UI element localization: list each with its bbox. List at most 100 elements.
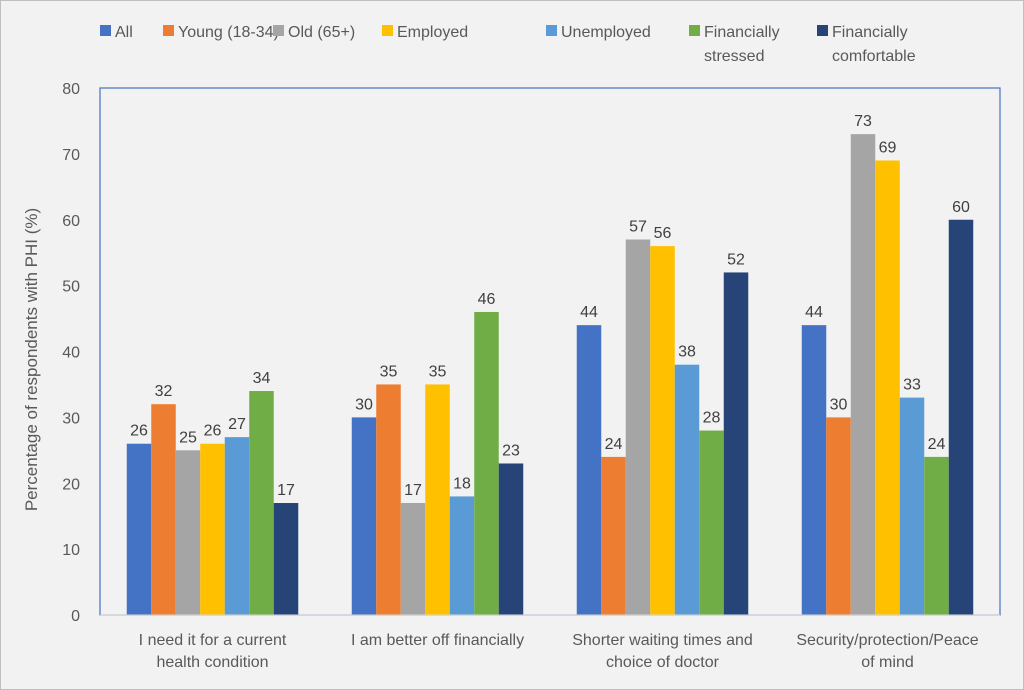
bar: [801, 325, 827, 615]
x-category-label: of mind: [861, 654, 913, 671]
legend-item: Unemployed: [546, 24, 651, 41]
legend-item: Old (65+): [273, 24, 355, 41]
legend-label: Young (18-34): [178, 24, 279, 41]
legend-label: Financially: [704, 24, 780, 41]
x-category-label: I need it for a current: [139, 632, 287, 649]
y-axis-label: Percentage of respondents with PHI (%): [22, 208, 41, 511]
y-tick-label: 10: [62, 542, 80, 559]
legend-swatch: [163, 25, 174, 36]
bar: [875, 160, 900, 615]
bar: [826, 417, 851, 615]
legend-label: comfortable: [832, 48, 916, 65]
data-label: 57: [629, 219, 647, 236]
data-label: 33: [903, 377, 921, 394]
data-label: 23: [502, 442, 520, 459]
data-label: 28: [703, 410, 721, 427]
data-label: 35: [429, 363, 447, 380]
legend-item: Financially stressed: [689, 24, 780, 65]
y-tick-label: 80: [62, 81, 80, 98]
bar: [924, 456, 949, 615]
y-tick-label: 30: [62, 410, 80, 427]
legend-swatch: [273, 25, 284, 36]
data-label: 35: [380, 363, 398, 380]
data-label: 26: [130, 423, 148, 440]
legend-label: Old (65+): [288, 24, 355, 41]
y-tick-label: 0: [71, 608, 80, 625]
data-label: 26: [204, 423, 222, 440]
bar: [249, 391, 274, 615]
data-label: 73: [854, 113, 872, 130]
legend-label: Unemployed: [561, 24, 651, 41]
bar: [376, 384, 401, 615]
bars: [126, 134, 974, 616]
x-category-label: I am better off financially: [351, 632, 524, 649]
legend-swatch: [689, 25, 700, 36]
data-label: 60: [952, 199, 970, 216]
legend-item: Young (18-34): [163, 24, 279, 41]
y-tick-label: 70: [62, 147, 80, 164]
data-label: 24: [928, 436, 946, 453]
bar: [498, 463, 524, 615]
bar: [850, 134, 876, 616]
y-tick-label: 40: [62, 345, 80, 362]
data-label: 17: [277, 482, 295, 499]
data-label: 32: [155, 383, 173, 400]
x-category-label: health condition: [156, 654, 268, 671]
legend-item: Financially comfortable: [817, 24, 916, 65]
bar: [273, 503, 299, 615]
data-label: 34: [253, 370, 271, 387]
data-label: 27: [228, 416, 246, 433]
data-label: 17: [404, 482, 422, 499]
y-tick-label: 20: [62, 476, 80, 493]
data-label: 30: [830, 396, 848, 413]
legend-item: Employed: [382, 24, 468, 41]
y-axis: 0 10 20 30 40 50 60 70 80: [62, 81, 80, 625]
legend-swatch: [382, 25, 393, 36]
legend-swatch: [546, 25, 557, 36]
legend-swatch: [100, 25, 111, 36]
bar: [224, 437, 250, 615]
bar: [425, 384, 450, 615]
data-label: 30: [355, 396, 373, 413]
x-category-label: Shorter waiting times and: [572, 632, 753, 649]
legend-swatch: [817, 25, 828, 36]
data-label: 69: [879, 139, 897, 156]
bar: [351, 417, 377, 615]
legend: All Young (18-34) Old (65+) Employed Unemplo…: [100, 24, 916, 65]
legend-label: Financially: [832, 24, 908, 41]
y-tick-label: 60: [62, 213, 80, 230]
bar: [650, 246, 675, 615]
data-label: 25: [179, 429, 197, 446]
bar: [625, 239, 651, 615]
y-tick-label: 50: [62, 279, 80, 296]
bar: [948, 219, 974, 615]
bar: [899, 397, 925, 615]
legend-item: All: [100, 24, 133, 41]
bar: [400, 503, 426, 615]
bar: [474, 311, 499, 615]
data-label: 24: [605, 436, 623, 453]
data-label: 44: [805, 304, 823, 321]
bar: [449, 496, 475, 615]
bar: [175, 450, 201, 615]
data-label: 52: [727, 251, 745, 268]
data-label: 44: [580, 304, 598, 321]
x-axis: I need it for a current health condition I…: [100, 614, 1000, 671]
bar: [151, 404, 176, 615]
bar: [126, 443, 152, 615]
data-label: 56: [654, 225, 672, 242]
x-category-label: choice of doctor: [606, 654, 720, 671]
legend-label: stressed: [704, 48, 764, 65]
legend-label: Employed: [397, 24, 468, 41]
x-category-label: Security/protection/Peace: [796, 632, 978, 649]
bar: [576, 325, 602, 615]
data-label: 18: [453, 475, 471, 492]
bar: [699, 430, 724, 615]
data-label: 38: [678, 344, 696, 361]
bar: [674, 364, 700, 615]
bar: [723, 272, 749, 615]
data-labels: 26 32 25 26 27 34 17 30 35 17 35 18 46 23 44 24 57 56 38 28…: [130, 113, 970, 499]
data-label: 46: [478, 291, 496, 308]
legend-label: All: [115, 24, 133, 41]
